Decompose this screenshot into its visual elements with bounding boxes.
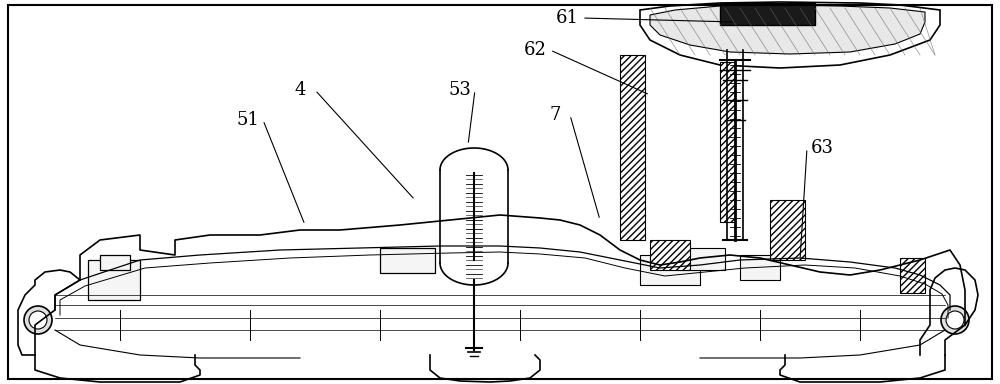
Bar <box>740 255 780 280</box>
Bar <box>720 62 735 222</box>
Bar <box>640 255 700 285</box>
Bar <box>770 200 805 260</box>
Bar <box>88 260 140 300</box>
Circle shape <box>24 306 52 334</box>
Polygon shape <box>650 5 925 54</box>
Circle shape <box>946 311 964 329</box>
Bar <box>650 240 690 270</box>
Bar <box>720 3 815 25</box>
Bar <box>100 255 130 270</box>
Text: 7: 7 <box>549 106 561 124</box>
Circle shape <box>29 311 47 329</box>
Text: 53: 53 <box>449 81 471 99</box>
Circle shape <box>941 306 969 334</box>
Text: 4: 4 <box>294 81 306 99</box>
Bar <box>620 55 645 240</box>
Text: 51: 51 <box>237 111 259 129</box>
Text: 63: 63 <box>810 139 834 157</box>
Text: 62: 62 <box>524 41 546 59</box>
Text: 61: 61 <box>556 9 578 27</box>
Bar <box>380 248 435 273</box>
Bar <box>680 248 725 270</box>
Bar <box>900 258 925 293</box>
